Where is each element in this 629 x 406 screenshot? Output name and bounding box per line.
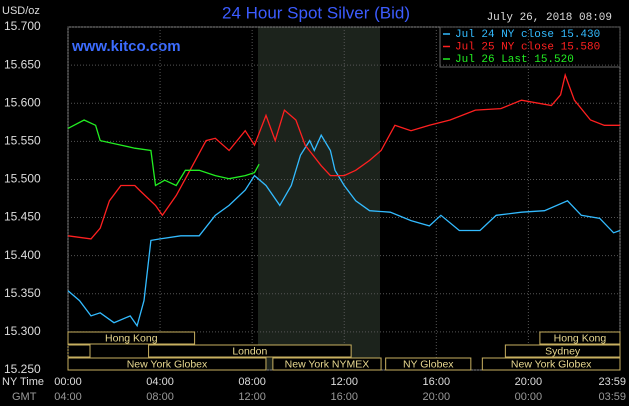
y-tick-label: 15.400	[4, 248, 41, 262]
x-axis-label: NY Time	[2, 376, 44, 388]
legend-label: Jul 26 Last 15.520	[455, 54, 574, 66]
x2-axis-label: GMT	[12, 391, 37, 403]
series-line	[67, 72, 620, 240]
x-tick-label: 08:00	[238, 376, 266, 388]
series-line	[67, 119, 260, 187]
website: www.kitco.com	[71, 38, 181, 55]
y-tick-label: 15.550	[4, 134, 41, 148]
gmt-tick-label: 08:00	[146, 391, 174, 403]
session-label: Hong Kong	[105, 332, 158, 344]
session-box	[272, 357, 382, 371]
session-label: London	[232, 345, 267, 357]
chart-title: 24 Hour Spot Silver (Bid)	[222, 3, 410, 22]
legend-label: Jul 25 NY close 15.580	[455, 41, 600, 53]
session-label: New York Globex	[127, 358, 208, 370]
nymex-shade	[258, 27, 380, 370]
x-tick-label: 00:00	[54, 376, 82, 388]
session-box	[539, 331, 621, 345]
y-tick-label: 15.600	[4, 95, 41, 109]
gmt-tick-label: 04:00	[54, 391, 82, 403]
gmt-tick-label: 03:59	[598, 391, 626, 403]
session-box	[481, 357, 621, 371]
legend-box	[439, 26, 621, 68]
y-tick-label: 15.700	[4, 19, 41, 33]
series-line	[67, 133, 621, 328]
session-box	[67, 357, 267, 371]
session-box	[385, 357, 472, 371]
x-tick-label: 12:00	[330, 376, 358, 388]
session-label: New York NYMEX	[285, 358, 370, 370]
x-tick-label: 20:00	[515, 376, 543, 388]
timestamp: July 26, 2018 08:09	[487, 12, 612, 24]
y-tick-label: 15.300	[4, 324, 41, 338]
y-tick-label: 15.500	[4, 172, 41, 186]
y-axis-label: USD/oz	[2, 5, 40, 17]
gmt-tick-label: 16:00	[330, 391, 358, 403]
y-tick-label: 15.450	[4, 210, 41, 224]
gmt-tick-label: 20:00	[423, 391, 451, 403]
session-box	[504, 344, 621, 358]
y-tick-label: 15.350	[4, 286, 41, 300]
session-label: New York Globex	[511, 358, 592, 370]
legend-label: Jul 24 NY close 15.430	[455, 29, 600, 41]
session-label: NY Globex	[403, 358, 454, 370]
gmt-tick-label: 12:00	[238, 391, 266, 403]
session-label: Hong Kong	[554, 332, 607, 344]
y-tick-label: 15.250	[4, 362, 41, 376]
gmt-tick-label: 00:00	[515, 391, 543, 403]
x-tick-label: 23:59	[598, 376, 626, 388]
y-tick-label: 15.650	[4, 57, 41, 71]
x-tick-label: 04:00	[146, 376, 174, 388]
x-tick-label: 16:00	[423, 376, 451, 388]
session-box	[148, 344, 352, 358]
session-box	[67, 331, 196, 345]
session-box	[67, 344, 91, 358]
session-label: Sydney	[545, 345, 581, 357]
